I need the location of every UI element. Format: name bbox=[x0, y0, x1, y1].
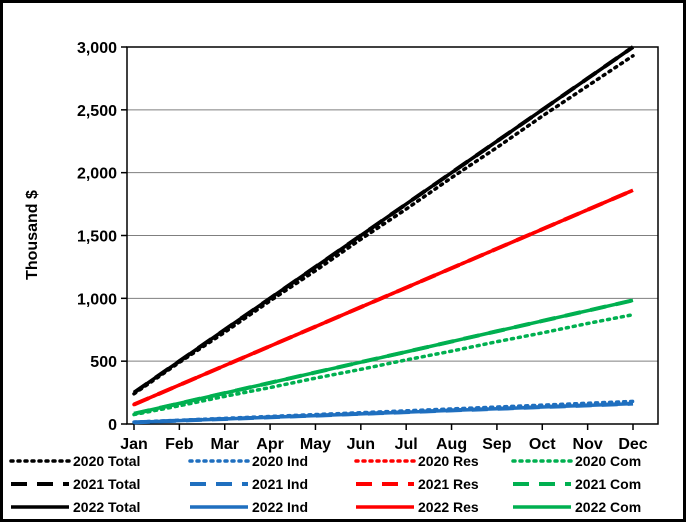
y-tick-label: 1,500 bbox=[77, 229, 117, 246]
legend-label: 2020 Com bbox=[575, 453, 641, 469]
legend-label: 2020 Total bbox=[73, 453, 140, 469]
x-tick-label: Aug bbox=[436, 436, 467, 453]
x-tick-label: Apr bbox=[256, 436, 284, 453]
series-line-2020-total bbox=[132, 54, 635, 396]
series-line-2020-ind bbox=[132, 399, 635, 424]
y-tick-label: 0 bbox=[108, 417, 117, 434]
legend: 2020 Total 2020 Ind 2020 Res 2020 Com 2021 T… bbox=[9, 453, 641, 515]
x-tick-label: Nov bbox=[573, 436, 603, 453]
series-line-2021-com bbox=[133, 298, 634, 416]
legend-label: 2020 Res bbox=[418, 453, 479, 469]
legend-label: 2021 Res bbox=[418, 476, 479, 492]
legend-label: 2022 Total bbox=[73, 499, 140, 515]
series-line-2022-com bbox=[133, 298, 634, 416]
x-tick-label: May bbox=[300, 436, 331, 453]
legend-label: 2021 Com bbox=[575, 476, 641, 492]
y-tick-label: 2,000 bbox=[77, 166, 117, 183]
legend-label: 2022 Com bbox=[575, 499, 641, 515]
legend-label: 2022 Ind bbox=[252, 499, 308, 515]
x-tick-label: Dec bbox=[618, 436, 647, 453]
y-tick-label: 3,000 bbox=[77, 40, 117, 57]
x-tick-label: Jan bbox=[120, 436, 148, 453]
x-tick-label: Mar bbox=[211, 436, 239, 453]
line-chart: 0 500 1,000 1,500 2,000 2,500 3,000 Jan Feb Mar A… bbox=[9, 40, 659, 515]
y-tick-label: 2,500 bbox=[77, 103, 117, 120]
y-axis-label: Thousand $ bbox=[24, 190, 41, 280]
legend-label: 2021 Ind bbox=[252, 476, 308, 492]
x-axis-ticks: Jan Feb Mar Apr May Jun Jul Aug Sep Oct Nov Dec bbox=[120, 424, 648, 453]
y-tick-label: 500 bbox=[90, 354, 117, 371]
y-tick-label: 1,000 bbox=[77, 291, 117, 308]
x-tick-label: Feb bbox=[165, 436, 194, 453]
legend-label: 2020 Ind bbox=[252, 453, 308, 469]
x-tick-label: Sep bbox=[482, 436, 512, 453]
x-tick-label: Jun bbox=[347, 436, 375, 453]
gridlines bbox=[127, 46, 658, 425]
x-tick-label: Oct bbox=[529, 436, 556, 453]
legend-label: 2022 Res bbox=[418, 499, 479, 515]
x-tick-label: Jul bbox=[395, 436, 418, 453]
series-line-2020-res bbox=[132, 188, 635, 407]
series-line-2020-com bbox=[132, 312, 635, 417]
series-line-2021-total bbox=[132, 45, 635, 395]
y-axis-ticks: 0 500 1,000 1,500 2,000 2,500 3,000 bbox=[77, 40, 127, 434]
legend-label: 2021 Total bbox=[73, 476, 140, 492]
series-lines bbox=[132, 45, 635, 425]
